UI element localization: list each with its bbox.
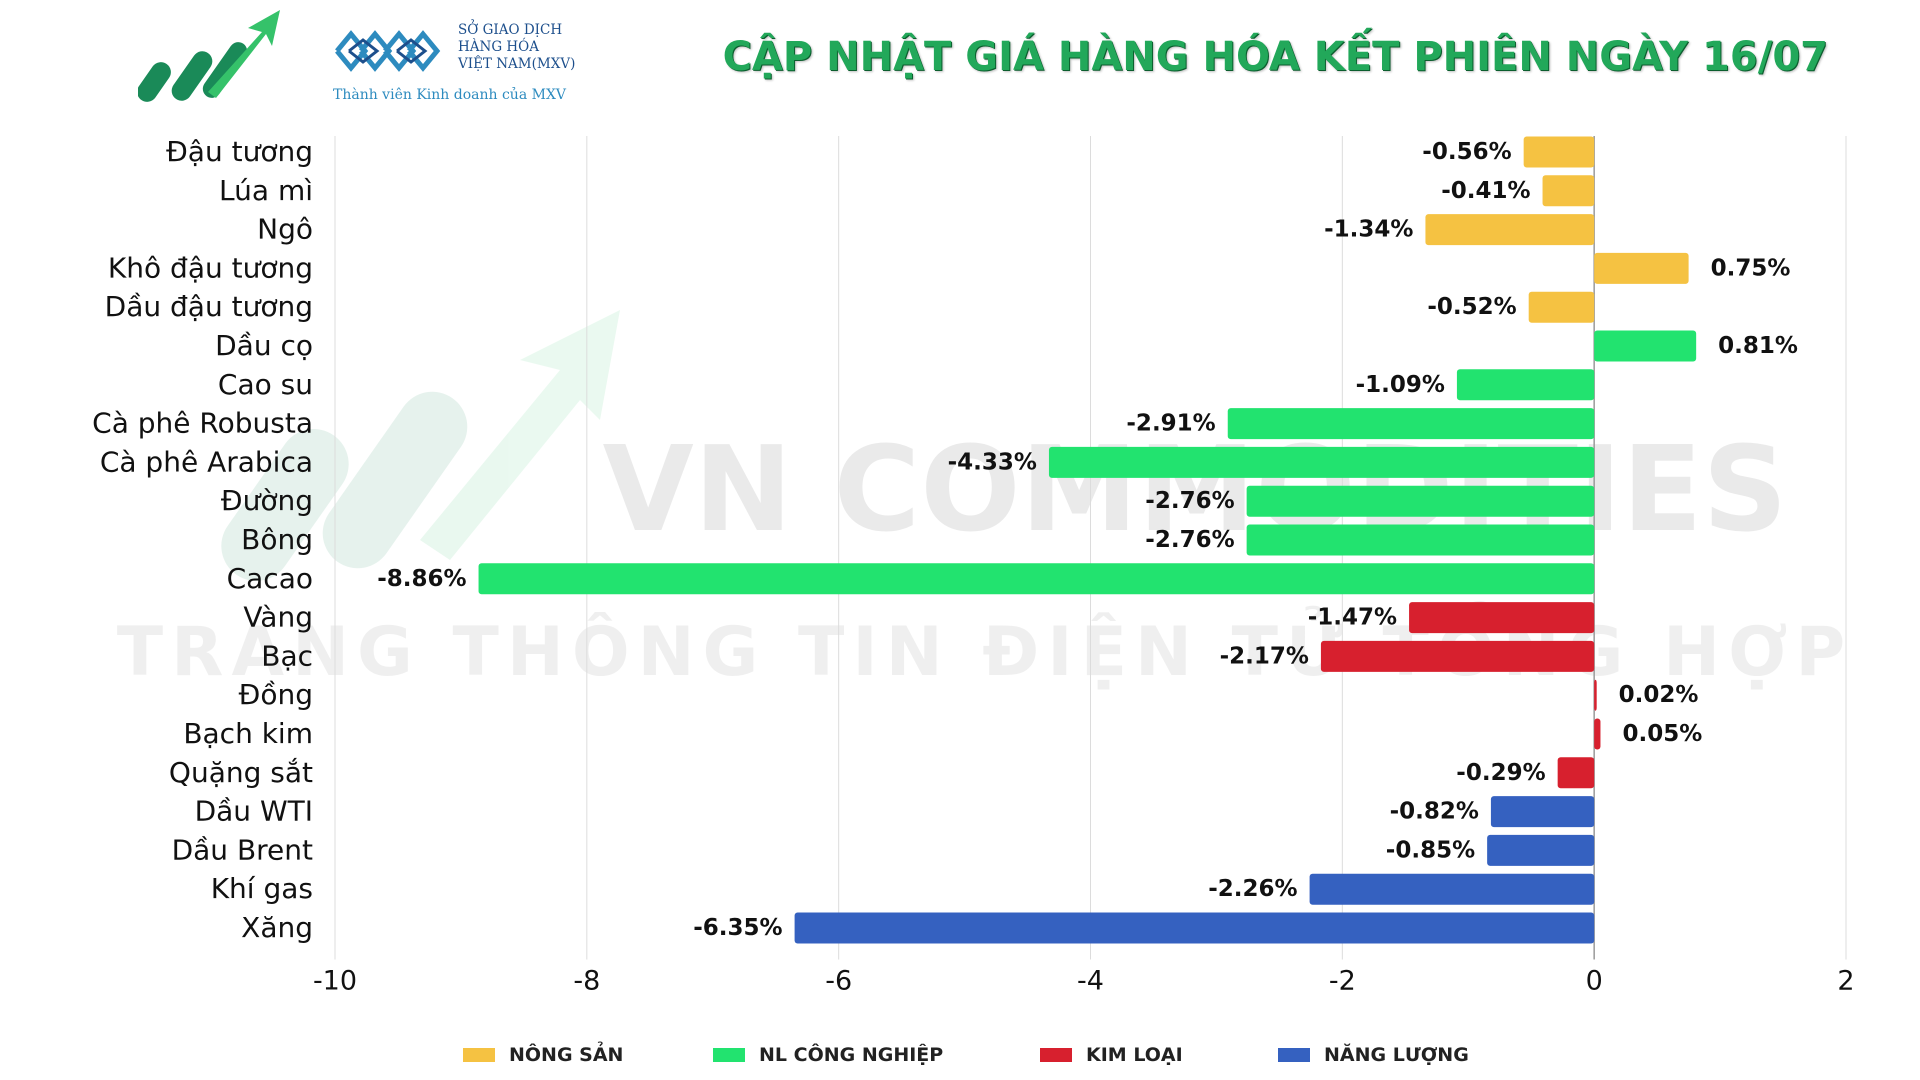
category-label: Cao su [218, 368, 313, 401]
data-label: 0.75% [1711, 255, 1791, 281]
x-tick-label: -2 [1329, 966, 1356, 997]
bar [1227, 408, 1595, 440]
page-title: CẬP NHẬT GIÁ HÀNG HÓA KẾT PHIÊN NGÀY 16/… [722, 34, 1828, 80]
bar [1320, 640, 1595, 672]
bar [1594, 718, 1601, 750]
legend-label: NL CÔNG NGHIỆP [759, 1044, 944, 1066]
data-label: 0.05% [1622, 721, 1702, 747]
data-label: -1.09% [1356, 372, 1445, 398]
header: SỞ GIAO DỊCH HÀNG HÓA VIỆT NAM(MXV) Thàn… [0, 0, 1920, 120]
data-label: 0.81% [1718, 333, 1798, 359]
legend: NÔNG SẢN NL CÔNG NGHIỆP KIM LOẠI NĂNG LƯ… [0, 1040, 1920, 1070]
bar [1542, 175, 1595, 207]
category-label: Dầu cọ [215, 329, 313, 362]
category-label: Bạc [261, 639, 313, 672]
bar [1594, 252, 1689, 284]
data-label: 0.02% [1619, 682, 1699, 708]
data-label: -0.56% [1422, 139, 1511, 165]
category-label: Dầu Brent [172, 833, 313, 866]
legend-swatch [713, 1048, 745, 1062]
category-label: Đồng [239, 678, 313, 711]
legend-item-nang-luong: NĂNG LƯỢNG [1278, 1040, 1469, 1070]
x-tick-label: -6 [825, 966, 852, 997]
data-label: -2.17% [1220, 643, 1309, 669]
bar [1246, 524, 1595, 556]
bar [1409, 602, 1595, 634]
data-label: -2.91% [1126, 411, 1215, 437]
category-label: Lúa mì [219, 174, 313, 207]
data-label: -1.34% [1324, 217, 1413, 243]
org-name: SỞ GIAO DỊCH HÀNG HÓA VIỆT NAM(MXV) [458, 22, 575, 73]
category-label: Bạch kim [183, 717, 313, 750]
bar [1523, 136, 1595, 168]
x-tick-label: -8 [573, 966, 600, 997]
org-tagline: Thành viên Kinh doanh của MXV [333, 87, 567, 103]
org-name-line3: VIỆT NAM(MXV) [458, 56, 576, 72]
legend-label: NÔNG SẢN [509, 1044, 624, 1066]
bar [1048, 446, 1595, 478]
legend-item-kim-loai: KIM LOẠI [1040, 1040, 1183, 1070]
data-label: -8.86% [377, 566, 466, 592]
bar [1246, 485, 1595, 517]
org-name-line2: HÀNG HÓA [458, 39, 539, 55]
bars [478, 136, 1697, 944]
category-label: Dầu đậu tương [105, 290, 313, 323]
legend-item-nong-san: NÔNG SẢN [463, 1040, 623, 1070]
data-label: -1.47% [1308, 605, 1397, 631]
legend-swatch [1278, 1048, 1310, 1062]
bar [1487, 834, 1595, 866]
mxv-logo-icon [335, 30, 441, 72]
category-label: Khô đậu tương [108, 251, 313, 284]
category-label: Ngô [257, 213, 313, 246]
bar [1425, 214, 1595, 246]
category-label: Quặng sắt [169, 756, 313, 789]
legend-swatch [1040, 1048, 1072, 1062]
x-tick-label: 0 [1586, 966, 1603, 997]
category-label: Xăng [241, 911, 313, 944]
bar [1594, 679, 1597, 711]
org-name-line1: SỞ GIAO DỊCH [458, 22, 563, 38]
x-tick-label: -4 [1077, 966, 1104, 997]
bar [1309, 873, 1595, 905]
legend-item-nl-cong-nghiep: NL CÔNG NGHIỆP [713, 1040, 943, 1070]
data-label: -0.41% [1441, 178, 1530, 204]
data-label: -6.35% [693, 915, 782, 941]
data-label: -4.33% [948, 449, 1037, 475]
data-label: -2.76% [1145, 488, 1234, 514]
legend-label: KIM LOẠI [1086, 1044, 1183, 1066]
bar [1594, 330, 1697, 362]
category-label: Đường [221, 484, 313, 517]
bar [1528, 291, 1595, 323]
category-label: Cà phê Arabica [100, 445, 313, 478]
bar [1456, 369, 1595, 401]
data-label: -0.52% [1427, 294, 1516, 320]
legend-label: NĂNG LƯỢNG [1324, 1044, 1469, 1066]
category-label: Vàng [243, 601, 313, 634]
x-tick-label: -10 [313, 966, 357, 997]
data-label: -0.85% [1386, 837, 1475, 863]
bar [478, 563, 1595, 595]
category-label: Khí gas [211, 872, 313, 905]
bar-chart: VN COMMODITIES TRANG THÔNG TIN ĐIỆN TỬ T… [92, 135, 1855, 997]
data-label: -2.26% [1208, 876, 1297, 902]
category-labels: Đậu tương Lúa mì Ngô Khô đậu tương Dầu đậu t… [92, 135, 313, 944]
x-tick-label: 2 [1837, 966, 1854, 997]
watermark: VN COMMODITIES TRANG THÔNG TIN ĐIỆN TỬ T… [117, 310, 1845, 692]
bar [1557, 757, 1595, 789]
category-label: Cà phê Robusta [92, 407, 313, 440]
value-labels: -0.56% -0.41% -1.34% 0.75% -0.52% 0.81% -1.09%… [377, 139, 1798, 941]
x-axis-ticks: -10 -8 -6 -4 -2 0 2 [313, 966, 1855, 997]
bar [1490, 796, 1595, 828]
growth-arrow-logo-icon [138, 10, 280, 102]
data-label: -0.82% [1390, 799, 1479, 825]
category-label: Bông [241, 523, 313, 556]
category-label: Dầu WTI [195, 795, 313, 828]
category-label: Cacao [227, 562, 313, 595]
category-label: Đậu tương [166, 135, 313, 168]
watermark-logo-icon [221, 310, 620, 581]
bar [794, 912, 1595, 944]
data-label: -0.29% [1456, 760, 1545, 786]
legend-swatch [463, 1048, 495, 1062]
data-label: -2.76% [1145, 527, 1234, 553]
